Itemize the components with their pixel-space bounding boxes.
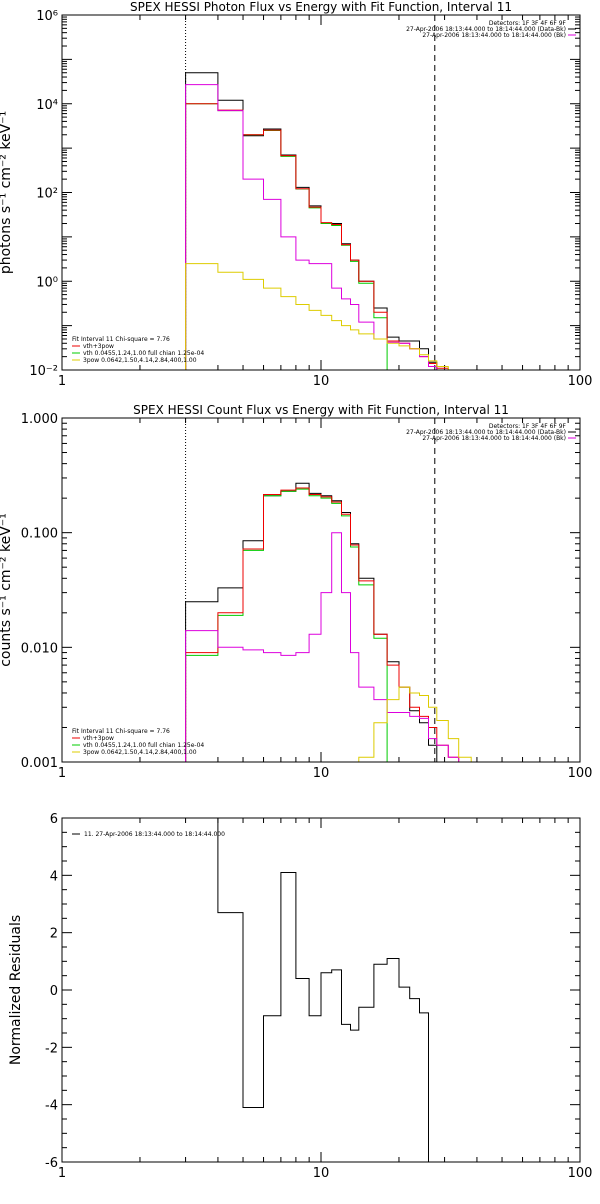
y-axis-label: photons s⁻¹ cm⁻² keV⁻¹	[0, 111, 14, 274]
x-tick-label: 1	[58, 374, 66, 389]
series-4-line	[185, 84, 459, 370]
series-3-line	[185, 103, 459, 370]
chart-title: SPEX HESSI Count Flux vs Energy with Fit…	[133, 403, 509, 417]
y-tick-label: 10⁻²	[29, 364, 58, 379]
y-axis-label: counts s⁻¹ cm⁻² keV⁻¹	[0, 513, 14, 667]
legend-entry: 27-Apr-2006 18:13:44.000 to 18:14:44.000…	[422, 435, 566, 442]
legend-entry: vth 0.0455,1.24,1.00 full chian 1.25e-04	[83, 742, 204, 749]
legend-entry: 27-Apr-2006 18:13:44.000 to 18:14:44.000…	[406, 26, 566, 33]
plot-frame	[61, 14, 581, 371]
y-tick-label: 0.100	[21, 527, 58, 542]
y-tick-label: -4	[45, 1099, 58, 1114]
series-4-line	[185, 532, 472, 762]
y-tick-label: 10⁴	[36, 98, 58, 113]
y-tick-label: 6	[50, 812, 58, 827]
panel-3: 1 10 100 -6 -4 -2 0 2 4 6 Normalized Residuals 11. …	[8, 812, 593, 1181]
legend-entry: Detectors: 1F 3F 4F 6F 9F	[489, 423, 567, 430]
x-tick-label: 10	[313, 766, 330, 781]
plot-frame	[61, 417, 581, 763]
legend-entry: Fit Interval 11 Chi-square = 7.76	[72, 728, 170, 735]
legend-entry: Fit Interval 11 Chi-square = 7.76	[72, 336, 170, 343]
series-5-line	[358, 686, 483, 762]
series-1-line	[185, 72, 438, 370]
legend-entry: vth 0.0455,1.24,1.00 full chian 1.25e-04	[83, 350, 204, 357]
y-tick-label: 4	[50, 869, 58, 884]
legend-entry: 3pow 0.0642,1.50,4.14,2.84,400,1.00	[83, 357, 197, 364]
y-tick-label: 1.000	[21, 412, 58, 427]
y-axis-label: Normalized Residuals	[8, 915, 24, 1065]
series-2-line	[185, 103, 400, 370]
y-tick-label: 10⁶	[36, 9, 58, 24]
panel-1: SPEX HESSI Photon Flux vs Energy with Fi…	[0, 0, 593, 389]
x-tick-label: 1	[58, 1166, 66, 1181]
series-1-line	[185, 482, 438, 762]
y-tick-label: 0.001	[21, 756, 58, 771]
legend-entry: vth+3pow	[83, 343, 114, 350]
y-tick-label: 0.010	[21, 641, 58, 656]
legend-entry: 27-Apr-2006 18:13:44.000 to 18:14:44.000…	[406, 429, 566, 436]
series-1-line	[217, 818, 429, 1162]
x-tick-label: 1	[58, 766, 66, 781]
series-2-line	[185, 488, 388, 762]
x-tick-label: 100	[568, 766, 593, 781]
plot-area	[185, 72, 459, 370]
x-tick-label: 10	[313, 1166, 330, 1181]
plot-area	[217, 818, 429, 1162]
plot-area	[185, 482, 483, 762]
x-tick-label: 100	[568, 1166, 593, 1181]
legend-entry: 3pow 0.0642,1.50,4.14,2.84,400,1.00	[83, 749, 197, 756]
y-tick-label: 2	[50, 927, 58, 942]
chart-title: SPEX HESSI Photon Flux vs Energy with Fi…	[130, 0, 512, 14]
y-tick-label: -6	[45, 1156, 58, 1171]
legend-entry: 11. 27-Apr-2006 18:13:44.000 to 18:14:44…	[84, 831, 225, 838]
y-tick-label: -2	[45, 1041, 58, 1056]
y-tick-label: 10⁰	[36, 275, 58, 290]
plot-frame	[61, 817, 581, 1163]
series-5-line	[185, 263, 459, 370]
legend-entry: 27-Apr-2006 18:13:44.000 to 18:14:44.000…	[422, 32, 566, 39]
legend-entry: vth+3pow	[83, 735, 114, 742]
x-tick-label: 100	[568, 374, 593, 389]
y-tick-label: 10²	[36, 187, 58, 202]
panel-2: SPEX HESSI Count Flux vs Energy with Fit…	[0, 403, 593, 781]
x-tick-label: 10	[313, 374, 330, 389]
y-tick-label: 0	[50, 984, 58, 999]
legend-entry: Detectors: 1F 3F 4F 6F 9F	[489, 20, 567, 27]
series-3-line	[185, 487, 472, 762]
